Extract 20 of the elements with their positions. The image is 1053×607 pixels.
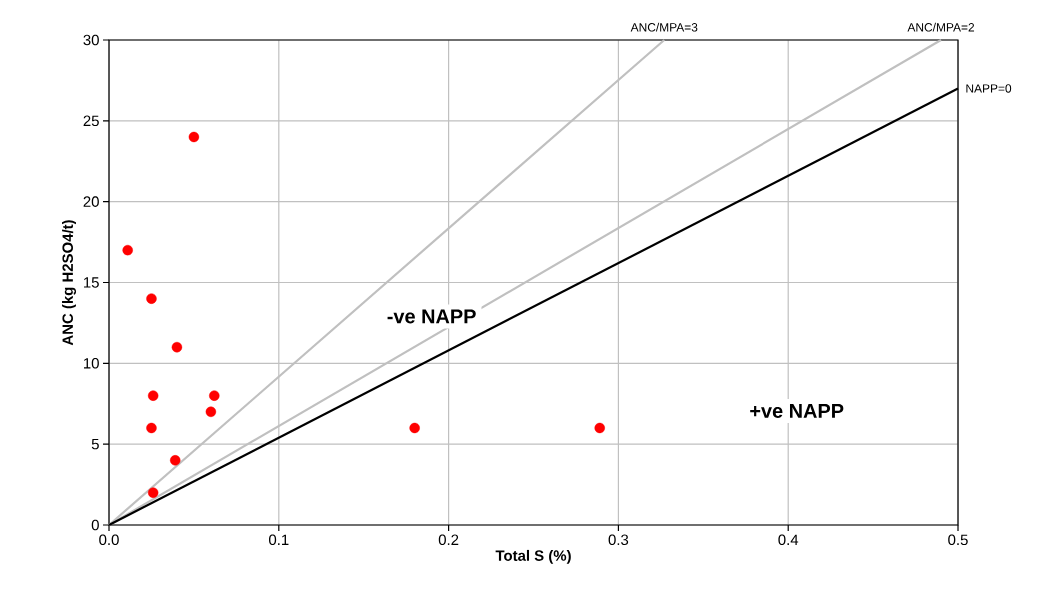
y-axis-title: ANC (kg H2SO4/t) [62,220,77,346]
y-tick-label: 15 [84,277,99,288]
y-tick-label: 10 [84,358,99,369]
x-tick-label: 0.2 [438,534,459,546]
series-label: ANC/MPA=2 [907,22,975,32]
annotation: +ve NAPP [750,404,844,418]
series-label: NAPP=0 [966,84,1012,93]
y-tick-label: 30 [83,34,99,46]
annotation: -ve NAPP [387,309,476,324]
y-tick-label: 25 [83,115,99,127]
x-tick-label: 0.3 [608,534,629,546]
y-tick-label: 5 [91,438,99,450]
y-tick-label: 20 [83,196,99,207]
x-axis-title: Total S (%) [495,549,571,564]
series-label: ANC/MPA=3 [630,22,698,32]
x-tick-label: 0.4 [778,534,799,546]
x-tick-label: 0.1 [269,534,289,546]
x-tick-label: 0.5 [948,534,968,546]
x-tick-label: 0.0 [99,534,119,546]
y-tick-label: 0 [91,519,99,531]
